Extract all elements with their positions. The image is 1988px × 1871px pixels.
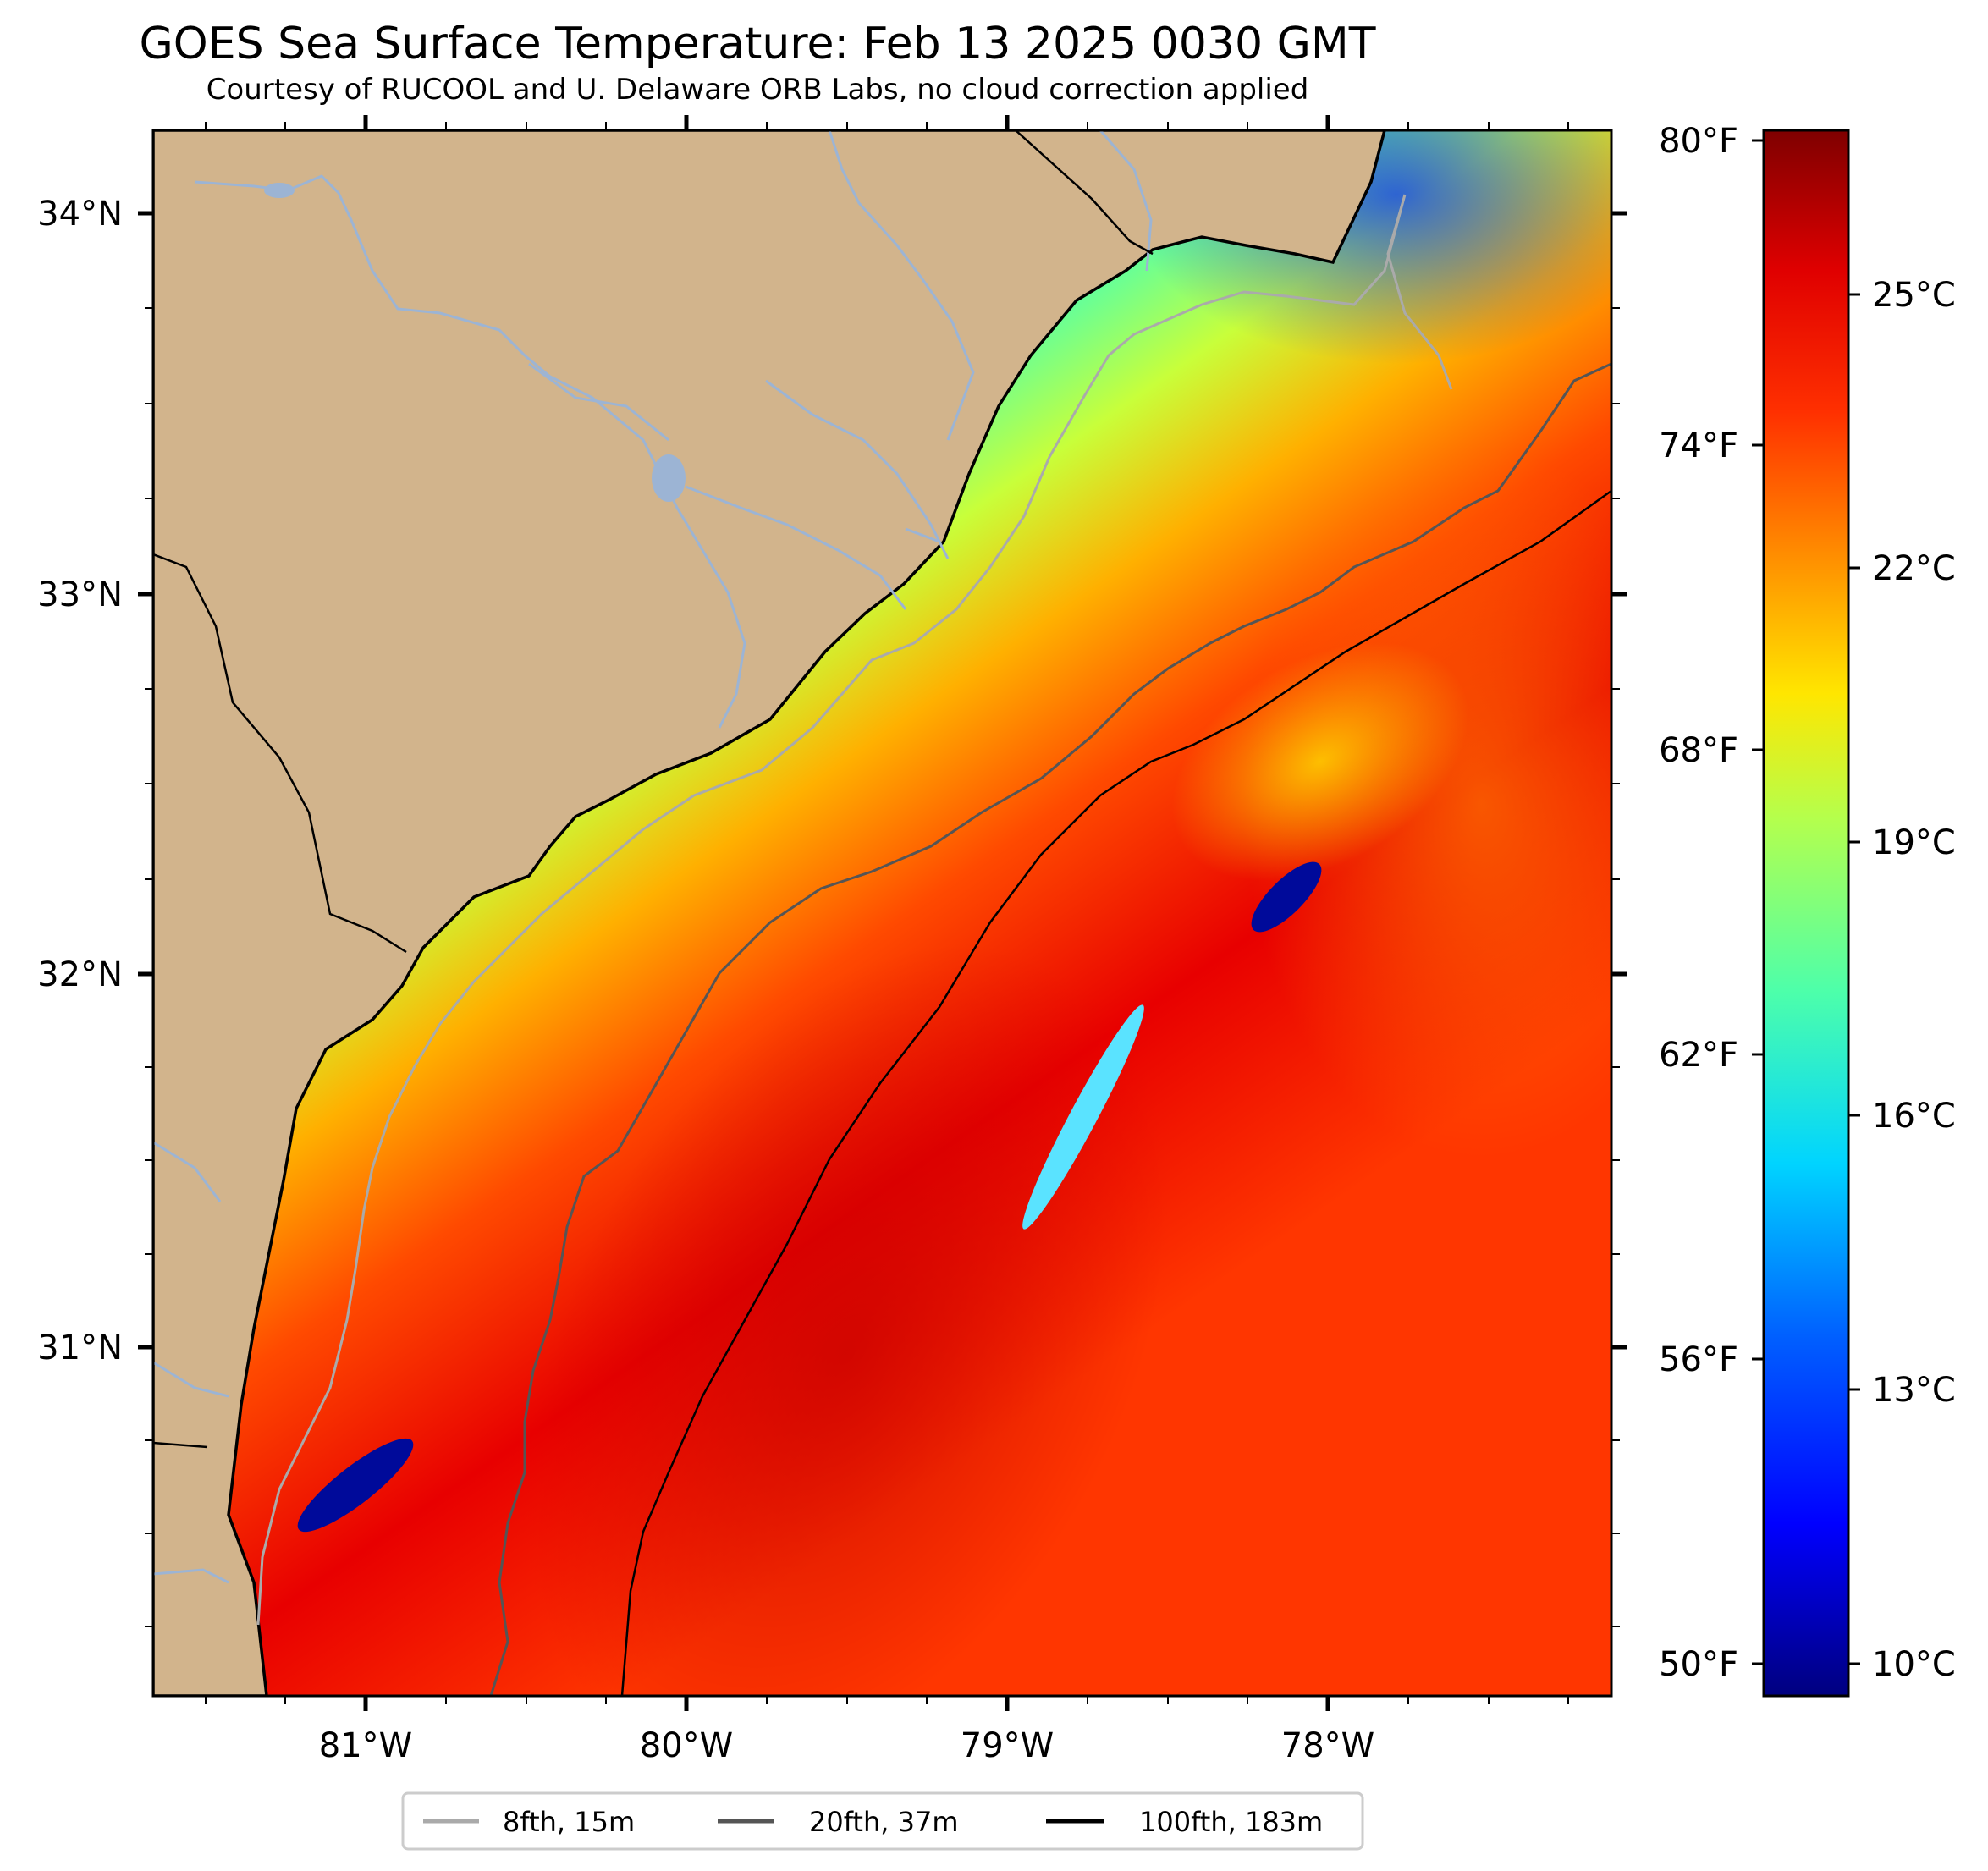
- minor-ticks: [145, 122, 1620, 1704]
- lake-marion: [264, 183, 295, 198]
- lon-label-81w: 81°W: [319, 1726, 412, 1765]
- rivers: [153, 130, 1153, 1584]
- colorbar: [1762, 129, 1850, 1698]
- f-label-74: 74°F: [1659, 426, 1738, 465]
- c-label-10: 10°C: [1872, 1645, 1956, 1684]
- state-borders: [153, 130, 1154, 1449]
- lon-label-79w: 79°W: [961, 1726, 1054, 1765]
- yellow-patch: [1171, 642, 1469, 881]
- f-label-80: 80°F: [1659, 122, 1738, 161]
- celsius-ticks: [1848, 293, 1860, 1665]
- cold-filament: [1022, 1004, 1144, 1230]
- lat-label-33n: 33°N: [37, 575, 123, 614]
- legend-label-20fth: 20fth, 37m: [809, 1806, 958, 1838]
- c-label-22: 22°C: [1872, 549, 1956, 588]
- legend-label-8fth: 8fth, 15m: [503, 1806, 635, 1838]
- legend-label-100fth: 100fth, 183m: [1139, 1806, 1323, 1838]
- c-label-16: 16°C: [1872, 1097, 1956, 1136]
- lat-major-ticks: [138, 211, 1627, 1350]
- lon-label-78w: 78°W: [1281, 1726, 1374, 1765]
- isobath-8fth: [256, 194, 1453, 1626]
- isobath-legend: 8fth, 15m 20fth, 37m 100fth, 183m: [401, 1791, 1364, 1851]
- lat-label-31n: 31°N: [37, 1329, 123, 1367]
- lon-major-ticks: [363, 115, 1330, 1711]
- f-label-50: 50°F: [1659, 1645, 1738, 1684]
- chart-subtitle: Courtesy of RUCOOL and U. Delaware ORB L…: [206, 73, 1309, 107]
- cold-eddy: [1251, 861, 1322, 933]
- lon-label-80w: 80°W: [640, 1726, 733, 1765]
- fahrenheit-ticks: [1752, 139, 1764, 1665]
- f-label-56: 56°F: [1659, 1340, 1738, 1379]
- chart-title: GOES Sea Surface Temperature: Feb 13 202…: [139, 19, 1376, 69]
- f-label-62: 62°F: [1659, 1036, 1738, 1075]
- c-label-25: 25°C: [1872, 276, 1956, 315]
- c-label-13: 13°C: [1872, 1371, 1956, 1410]
- lat-label-34n: 34°N: [37, 195, 123, 234]
- map-plot-area: [153, 130, 1611, 1696]
- lake-moultrie: [652, 454, 686, 502]
- map-frame: [151, 129, 1613, 1698]
- lat-label-32n: 32°N: [37, 955, 123, 994]
- c-label-19: 19°C: [1872, 823, 1956, 862]
- land: [153, 130, 1386, 1696]
- isobath-100fth: [620, 489, 1611, 1696]
- isobath-20fth: [489, 362, 1611, 1696]
- cold-patch-south: [297, 1438, 414, 1533]
- legend-box: [401, 1791, 1364, 1851]
- warm-core: [524, 944, 1169, 1696]
- f-label-68: 68°F: [1659, 731, 1738, 770]
